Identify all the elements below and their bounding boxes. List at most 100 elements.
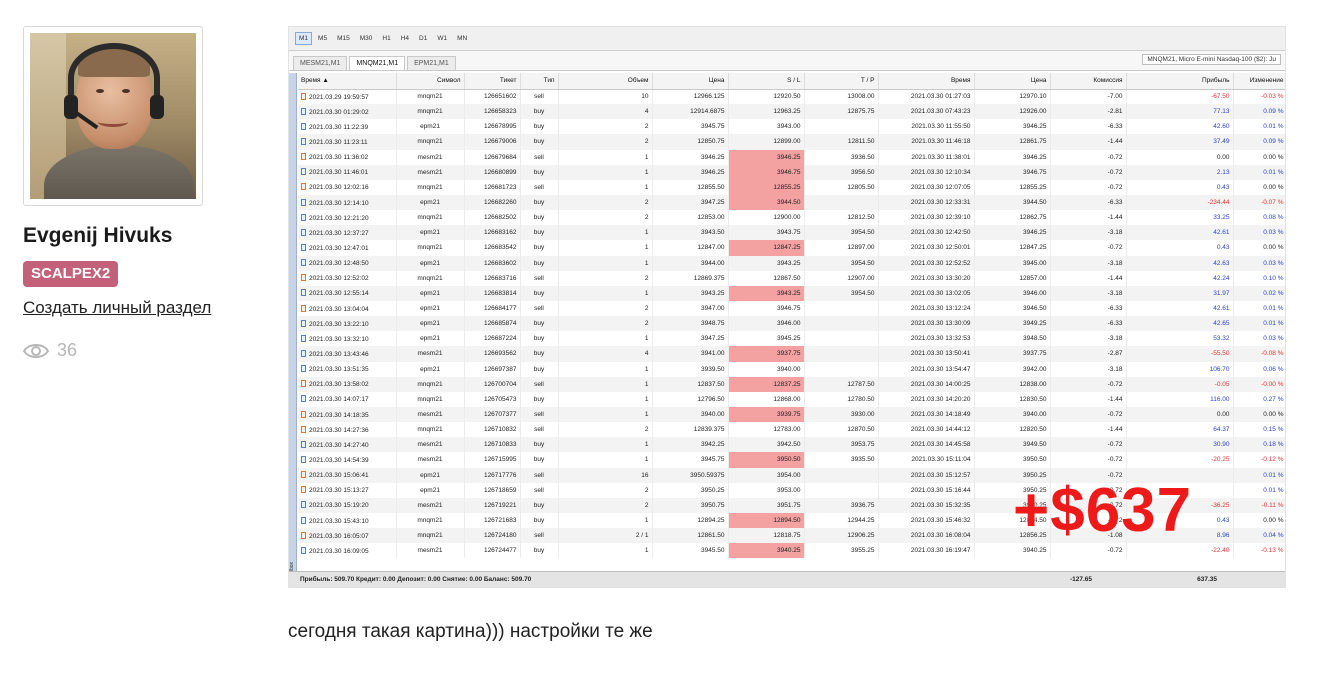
table-cell: 2021.03.30 13:32:53	[878, 331, 975, 347]
table-row[interactable]: 2021.03.30 11:46:01 mesm21 126680899 buy 1 39…	[298, 164, 1285, 180]
table-row[interactable]: 2021.03.30 14:54:39 mesm21 126715995 buy 1 39…	[298, 452, 1285, 468]
table-row[interactable]: 2021.03.30 11:23:11 mnqm21 126679006 buy 2 12…	[298, 134, 1285, 150]
table-row[interactable]: 2021.03.30 16:09:05 mesm21 126724477 buy 1 39…	[298, 543, 1285, 559]
table-row[interactable]: 2021.03.30 12:55:14 epm21 126683814 buy 1 394…	[298, 285, 1285, 301]
table-row[interactable]: 2021.03.29 19:59:57 mnqm21 126651602 sell 10…	[298, 89, 1285, 105]
column-header[interactable]: T / P	[804, 73, 879, 90]
column-header[interactable]: S / L	[728, 73, 805, 90]
table-row[interactable]: 2021.03.30 13:43:46 mesm21 126693562 buy 4 39…	[298, 346, 1285, 362]
deal-icon	[301, 213, 306, 221]
table-cell: 3936.75	[804, 497, 879, 513]
avatar[interactable]	[30, 33, 196, 199]
timeframe-h1[interactable]: H1	[382, 35, 391, 42]
table-cell: 2021.03.30 13:22:10	[298, 316, 397, 332]
table-row[interactable]: 2021.03.30 12:52:02 mnqm21 126683716 sell 2 1…	[298, 270, 1285, 286]
column-header[interactable]: Тикет	[464, 73, 521, 90]
create-section-link[interactable]: Создать личный раздел	[23, 298, 212, 317]
timeframe-m1[interactable]: M1	[295, 32, 313, 45]
table-row[interactable]: 2021.03.30 12:02:16 mnqm21 126681723 sell 1 1…	[298, 179, 1285, 195]
timeframe-m5[interactable]: M5	[318, 35, 328, 42]
table-cell: -1.44	[1050, 270, 1127, 286]
column-header[interactable]: Символ	[396, 73, 465, 90]
table-row[interactable]: 2021.03.30 15:13:27 epm21 126718659 sell 2 39…	[298, 482, 1285, 498]
table-cell: mnqm21	[396, 422, 465, 438]
symbol-window-tab[interactable]: MNQM21, Micro E-mini Nasdaq-100 ($2): Ju	[1142, 54, 1281, 65]
table-row[interactable]: 2021.03.30 12:14:10 epm21 126682260 buy 2 394…	[298, 194, 1285, 211]
table-cell: 3945.75	[652, 119, 729, 135]
tab-epm21-m1[interactable]: EPM21,M1	[407, 56, 456, 70]
table-row[interactable]: 2021.03.30 13:32:10 epm21 126687224 buy 1 394…	[298, 331, 1285, 347]
table-row[interactable]: 2021.03.30 14:27:36 mnqm21 126710832 sell 2 1…	[298, 422, 1285, 438]
table-cell: mnqm21	[396, 134, 465, 150]
deal-icon	[301, 440, 306, 448]
timeframe-mn[interactable]: MN	[457, 35, 468, 42]
table-cell: 4	[558, 346, 653, 362]
table-row[interactable]: 2021.03.30 14:27:40 mesm21 126710833 buy 1 39…	[298, 437, 1285, 453]
table-cell: 0.04 %	[1233, 528, 1285, 544]
table-cell: 3946.00	[728, 316, 805, 332]
timeframe-m15[interactable]: M15	[337, 35, 350, 42]
table-row[interactable]: 2021.03.30 13:04:04 epm21 126684177 sell 2 39…	[298, 300, 1285, 317]
table-cell: -234.44	[1126, 194, 1234, 211]
table-cell: buy	[520, 391, 559, 407]
author-avatar-frame[interactable]	[23, 26, 203, 206]
column-header[interactable]: Время ▲	[298, 73, 397, 90]
table-cell: mnqm21	[396, 512, 465, 529]
timeframe-h4[interactable]: H4	[400, 35, 409, 42]
column-header[interactable]: Объем	[558, 73, 653, 90]
table-row[interactable]: 2021.03.30 13:58:02 mnqm21 126700704 sell 1 1…	[298, 376, 1285, 392]
table-cell: 3946.25	[974, 225, 1051, 241]
table-cell: 126658323	[464, 104, 521, 120]
table-cell	[804, 482, 879, 498]
tab-mnqm21-m1[interactable]: MNQM21,M1	[349, 56, 406, 70]
column-header[interactable]: Изменение	[1233, 73, 1285, 90]
table-cell: buy	[520, 331, 559, 347]
table-cell: 0.00	[1126, 149, 1234, 165]
column-header[interactable]: Прибыль	[1126, 73, 1234, 90]
table-row[interactable]: 2021.03.30 11:22:39 epm21 126678995 buy 2 394…	[298, 119, 1285, 135]
trade-history-screenshot[interactable]: M1 M5 M15 M30 H1 H4 D1 W1 MN MESM21,M1 MNQM21,M1 E…	[288, 26, 1286, 588]
table-row[interactable]: 2021.03.30 12:47:01 mnqm21 126683542 buy 1 12…	[298, 240, 1285, 256]
table-row[interactable]: 2021.03.30 01:29:02 mnqm21 126658323 buy 4 12…	[298, 104, 1285, 120]
table-cell: sell	[520, 467, 559, 483]
table-row[interactable]: 2021.03.30 15:19:20 mesm21 126719221 buy 2 39…	[298, 497, 1285, 513]
table-cell: 3950.25	[652, 482, 729, 498]
table-row[interactable]: 2021.03.30 12:48:50 epm21 126683602 buy 1 394…	[298, 255, 1285, 271]
column-header[interactable]: Время	[878, 73, 975, 90]
table-cell: 126682502	[464, 210, 521, 226]
tab-mesm21-m1[interactable]: MESM21,M1	[293, 56, 348, 70]
table-row[interactable]: 2021.03.30 16:05:07 mnqm21 126724180 sell 2 …	[298, 528, 1285, 544]
table-row[interactable]: 2021.03.30 14:18:35 mesm21 126707377 sell 1 3…	[298, 406, 1285, 423]
table-row[interactable]: 2021.03.30 13:22:10 epm21 126685874 buy 2 394…	[298, 316, 1285, 332]
table-cell: 3946.25	[974, 149, 1051, 165]
table-row[interactable]: 2021.03.30 11:36:02 mesm21 126679684 sell 1 3…	[298, 149, 1285, 165]
table-row[interactable]: 2021.03.30 12:21:20 mnqm21 126682502 buy 2 12…	[298, 210, 1285, 226]
table-cell	[1126, 467, 1234, 483]
table-row[interactable]: 2021.03.30 15:06:41 epm21 126717776 sell 16 3…	[298, 467, 1285, 483]
column-header[interactable]: Тип	[520, 73, 559, 90]
table-cell: 2021.03.30 12:14:10	[298, 194, 397, 211]
column-header[interactable]: Цена	[652, 73, 729, 90]
deal-icon	[301, 122, 306, 130]
table-cell	[804, 346, 879, 362]
table-cell: 126719221	[464, 497, 521, 513]
table-cell: 2021.03.30 12:48:50	[298, 255, 397, 271]
table-cell: 42.24	[1126, 270, 1234, 286]
timeframe-d1[interactable]: D1	[419, 35, 428, 42]
author-name[interactable]: Evgenij Hivuks	[23, 224, 173, 247]
table-cell: -0.72	[1050, 437, 1127, 453]
table-cell: 1	[558, 543, 653, 559]
table-cell: 0.03 %	[1233, 331, 1285, 347]
column-header[interactable]: Цена	[974, 73, 1051, 90]
table-cell: buy	[520, 134, 559, 150]
timeframe-w1[interactable]: W1	[437, 35, 448, 42]
author-badge[interactable]: SCALPEX2	[23, 261, 119, 287]
table-cell: 3940.00	[652, 406, 729, 423]
table-row[interactable]: 2021.03.30 12:37:27 epm21 126683162 buy 1 394…	[298, 225, 1285, 241]
table-row[interactable]: 2021.03.30 13:51:35 epm21 126697387 buy 1 393…	[298, 361, 1285, 377]
timeframe-m30[interactable]: M30	[359, 35, 373, 42]
toolbox-strip[interactable]: Toolbox	[289, 73, 297, 587]
table-row[interactable]: 2021.03.30 15:43:10 mnqm21 126721683 buy 1 12…	[298, 512, 1285, 529]
column-header[interactable]: Комиссия	[1050, 73, 1127, 90]
table-row[interactable]: 2021.03.30 14:07:17 mnqm21 126705473 buy 1 12…	[298, 391, 1285, 407]
